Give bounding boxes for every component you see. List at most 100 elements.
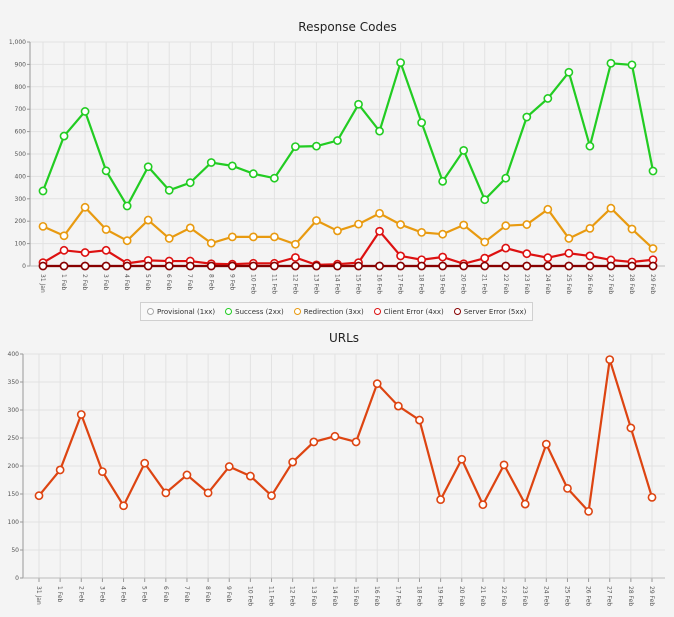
- x-tick-label: 21 Feb: [481, 274, 488, 294]
- x-tick-label: 22 Feb: [502, 274, 509, 294]
- data-point: [312, 261, 321, 271]
- x-tick-label: 28 Feb: [627, 586, 634, 606]
- legend-item: Provisional (1xx): [147, 308, 215, 316]
- x-tick-label: 27 Feb: [607, 274, 614, 294]
- data-point: [269, 173, 279, 183]
- data-point: [333, 261, 342, 271]
- data-point: [122, 261, 132, 271]
- x-tick-label: 12 Feb: [291, 274, 298, 294]
- x-tick-label: 6 Feb: [162, 586, 169, 603]
- x-tick-label: 20 Feb: [460, 274, 467, 294]
- data-point: [161, 488, 171, 498]
- data-point: [564, 248, 574, 258]
- data-point: [80, 107, 90, 116]
- data-point: [122, 236, 132, 246]
- y-tick-label: 900: [15, 61, 27, 68]
- data-point: [291, 253, 300, 262]
- data-point: [396, 58, 405, 68]
- y-tick-label: 800: [15, 84, 27, 91]
- y-tick-label: 150: [8, 491, 20, 498]
- data-point: [606, 261, 616, 271]
- legend-item: Server Error (5xx): [453, 308, 526, 316]
- y-tick-label: 700: [15, 106, 27, 113]
- x-tick-label: 13 Feb: [310, 586, 317, 606]
- x-tick-label: 9 Feb: [228, 274, 235, 291]
- data-point: [648, 261, 658, 271]
- data-point: [396, 261, 405, 271]
- x-tick-label: 11 Feb: [268, 586, 275, 606]
- series-line-success-2xx-: [41, 59, 655, 209]
- data-point: [647, 492, 657, 502]
- data-point: [354, 261, 363, 271]
- data-point: [606, 58, 616, 68]
- data-point: [480, 261, 490, 271]
- data-point: [101, 245, 111, 255]
- x-tick-label: 2 Feb: [77, 586, 84, 603]
- data-point: [185, 261, 195, 271]
- data-point: [459, 261, 469, 271]
- data-point: [122, 201, 132, 211]
- x-tick-label: 20 Feb: [458, 586, 465, 606]
- data-point: [291, 261, 300, 271]
- data-point: [438, 252, 448, 262]
- data-point: [59, 261, 69, 271]
- data-point: [396, 220, 405, 229]
- x-tick-label: 15 Feb: [355, 274, 362, 294]
- legend-label: Success (2xx): [235, 307, 284, 316]
- x-tick-label: 26 Feb: [585, 586, 592, 606]
- x-tick-label: 8 Feb: [207, 274, 214, 291]
- y-tick-label: 350: [8, 379, 20, 386]
- data-point: [417, 261, 427, 271]
- x-tick-label: 6 Feb: [165, 274, 172, 291]
- data-point: [564, 261, 574, 271]
- x-tick-label: 21 Feb: [479, 586, 486, 606]
- data-point: [480, 253, 490, 263]
- x-tick-label: 11 Feb: [270, 274, 277, 294]
- data-point: [227, 232, 237, 242]
- data-point: [269, 232, 279, 242]
- data-point: [245, 471, 255, 481]
- data-point: [648, 244, 658, 253]
- data-point: [501, 261, 511, 271]
- data-point: [203, 488, 213, 498]
- x-tick-label: 18 Feb: [418, 274, 425, 294]
- data-point: [38, 261, 48, 271]
- data-point: [627, 60, 637, 70]
- data-point: [101, 261, 111, 271]
- x-tick-label: 28 Feb: [628, 274, 635, 294]
- data-point: [227, 161, 237, 171]
- data-point: [606, 203, 616, 213]
- y-tick-label: 100: [8, 519, 20, 526]
- x-tick-label: 22 Feb: [500, 586, 507, 606]
- data-point: [164, 234, 174, 243]
- data-point: [351, 437, 361, 447]
- legend-marker-icon: [293, 308, 301, 315]
- x-tick-label: 12 Feb: [289, 586, 296, 606]
- data-point: [480, 237, 490, 247]
- data-point: [227, 261, 237, 271]
- data-point: [605, 355, 615, 364]
- data-point: [269, 261, 279, 271]
- data-point: [38, 186, 48, 196]
- data-point: [59, 131, 69, 141]
- data-point: [543, 253, 553, 263]
- data-point: [375, 261, 384, 271]
- x-tick-label: 23 Feb: [523, 274, 530, 294]
- data-point: [415, 415, 424, 425]
- data-point: [585, 261, 595, 271]
- data-point: [459, 220, 469, 230]
- data-point: [585, 223, 595, 233]
- data-point: [248, 261, 258, 271]
- data-point: [206, 158, 216, 167]
- x-tick-label: 19 Feb: [439, 274, 446, 294]
- y-tick-label: 250: [8, 435, 20, 442]
- data-point: [541, 439, 551, 449]
- data-point: [501, 221, 511, 231]
- y-tick-label: 1,000: [9, 39, 26, 46]
- data-point: [522, 112, 532, 122]
- x-tick-label: 25 Feb: [563, 586, 570, 606]
- data-point: [585, 141, 595, 151]
- x-tick-label: 16 Feb: [376, 274, 383, 294]
- data-point: [224, 462, 234, 471]
